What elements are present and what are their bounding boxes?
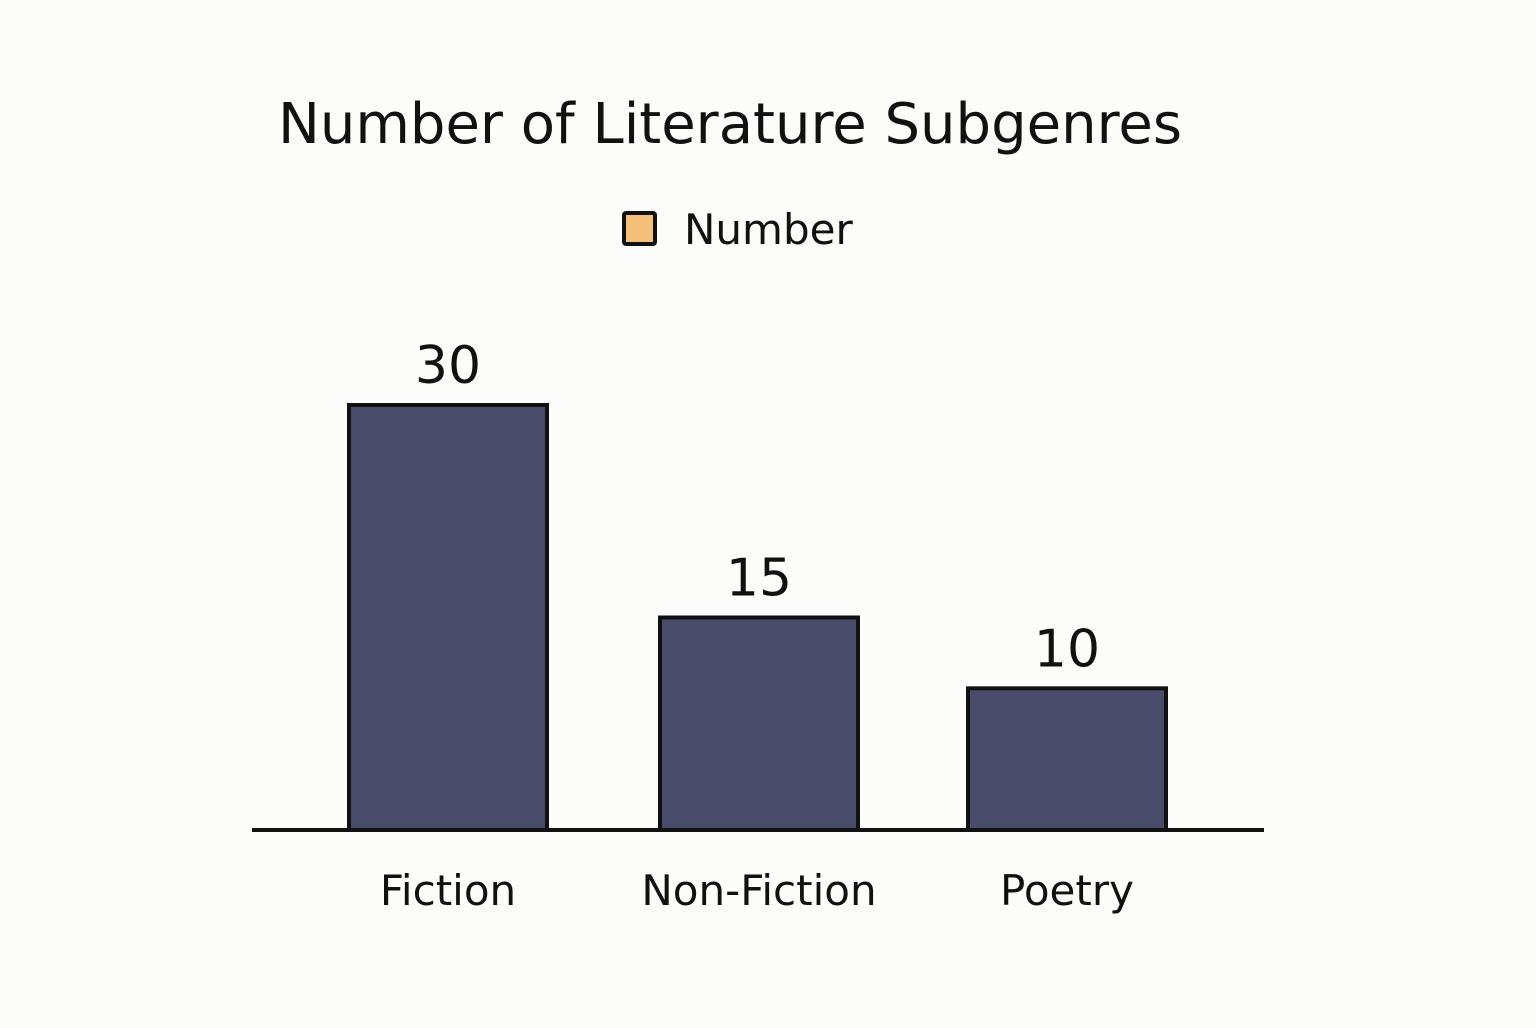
category-labels: Fiction Non-Fiction Poetry [380,866,1134,915]
category-label-fiction: Fiction [380,866,516,915]
bars [347,403,1168,832]
category-label-non-fiction: Non-Fiction [641,866,876,915]
value-labels: 30 15 10 [415,336,1100,679]
legend: Number [622,205,853,254]
bar-non-fiction [658,615,860,832]
bar-fiction [347,403,549,832]
value-label-fiction: 30 [415,336,481,396]
legend-label: Number [684,205,853,254]
legend-swatch [622,211,657,246]
category-label-poetry: Poetry [1000,866,1134,915]
value-label-non-fiction: 15 [726,549,792,609]
value-label-poetry: 10 [1034,619,1100,679]
bar-poetry [966,686,1168,832]
chart-title: Number of Literature Subgenres [278,92,1182,157]
